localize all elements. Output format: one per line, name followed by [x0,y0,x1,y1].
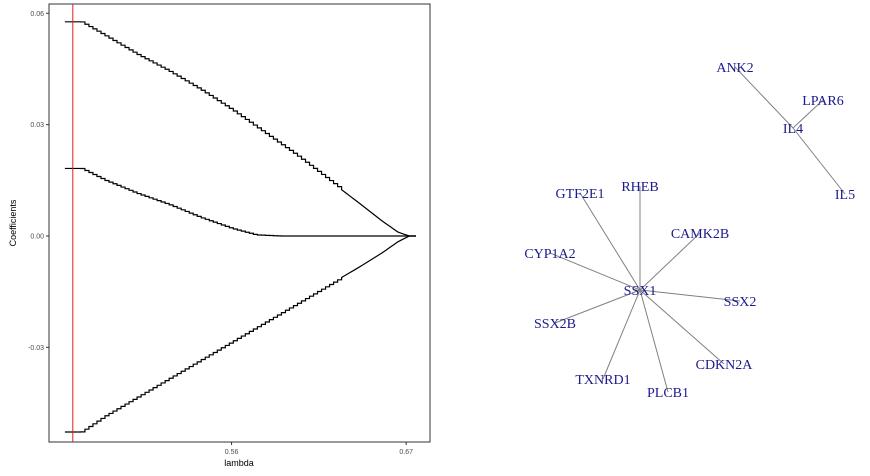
network-node-plcb1: PLCB1 [647,386,689,401]
network-edge [554,289,641,324]
network-node-lpar6: LPAR6 [802,94,844,109]
coefficient-path-line [64,21,416,237]
network-edges [549,66,846,393]
gene-network-graph: ANK2 LPAR6 IL4 IL5 GTF2E1 RHEB CAMK2B CYP1A2 SSX… [524,61,855,401]
y-axis-ticks: -0.03 0.00 0.03 0.06 [28,11,49,352]
network-node-txnrd1: TXNRD1 [575,373,630,388]
coefficient-lines [64,21,416,433]
y-tick-label: -0.03 [28,345,44,352]
x-tick-label: 0.56 [225,449,239,456]
network-node-ssx1: SSX1 [624,284,657,299]
network-node-ssx2: SSX2 [724,295,757,310]
network-node-cyp1a2: CYP1A2 [524,247,575,262]
x-axis-ticks: 0.56 0.67 [225,442,413,456]
network-node-il4: IL4 [783,122,803,137]
y-tick-label: 0.03 [30,122,44,129]
network-node-cdkn2a: CDKN2A [696,358,754,373]
y-tick-label: 0.06 [30,11,44,18]
plot-panel-border [48,3,431,443]
coefficient-path-plot: -0.03 0.00 0.03 0.06 0.56 0.67 lambda Coeffi… [8,3,431,468]
network-edge [639,232,701,291]
network-node-labels: ANK2 LPAR6 IL4 IL5 GTF2E1 RHEB CAMK2B CYP1A2 SSX… [524,61,855,401]
network-edge [602,289,641,380]
network-node-il5: IL5 [835,188,855,203]
network-node-rheb: RHEB [621,180,658,195]
network-edge [792,127,846,195]
coefficient-path-line [64,235,416,433]
network-node-ank2: ANK2 [716,61,753,76]
network-edge [639,289,669,393]
y-tick-label: 0.00 [30,233,44,240]
network-node-camk2b: CAMK2B [671,227,729,242]
network-edge [792,99,824,129]
network-edge [734,66,794,129]
y-axis-title: Coefficients [8,199,18,246]
network-edge [549,252,641,291]
network-node-ssx2b: SSX2B [534,317,576,332]
x-axis-title: lambda [224,458,254,468]
x-tick-label: 0.67 [399,449,413,456]
network-node-gtf2e1: GTF2E1 [556,187,605,202]
network-edge [639,289,741,302]
network-edge [639,289,725,365]
network-edge [579,192,641,291]
coefficient-path-line [64,167,416,237]
